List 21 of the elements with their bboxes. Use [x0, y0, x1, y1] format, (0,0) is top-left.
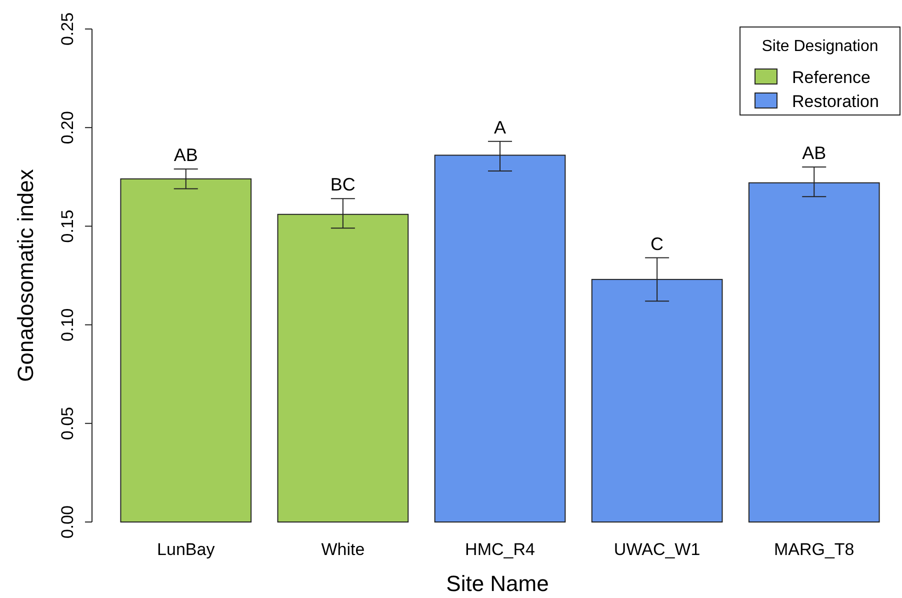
annotation: A	[494, 117, 506, 138]
annotation: AB	[802, 143, 826, 164]
y-tick-label: 0.10	[58, 308, 77, 342]
y-tick-label: 0.00	[58, 505, 77, 539]
x-tick-label: UWAC_W1	[614, 540, 700, 559]
y-tick-label: 0.15	[58, 210, 77, 243]
y-tick-label: 0.05	[58, 406, 77, 440]
legend-label: Reference	[792, 68, 870, 87]
legend-title: Site Designation	[762, 38, 878, 55]
annotation: AB	[174, 145, 198, 166]
y-tick-label: 0.25	[58, 12, 77, 46]
x-tick-label: LunBay	[157, 540, 216, 559]
x-tick-label: MARG_T8	[774, 540, 854, 559]
x-tick-label: HMC_R4	[465, 540, 535, 559]
y-tick-label: 0.20	[58, 111, 77, 144]
y-axis-title: Gonadosomatic index	[13, 169, 38, 382]
x-tick-label: White	[321, 540, 365, 559]
x-axis-title: Site Name	[446, 571, 549, 596]
annotation: C	[650, 234, 664, 254]
annotation: BC	[330, 174, 356, 195]
legend-label: Restoration	[792, 92, 879, 111]
